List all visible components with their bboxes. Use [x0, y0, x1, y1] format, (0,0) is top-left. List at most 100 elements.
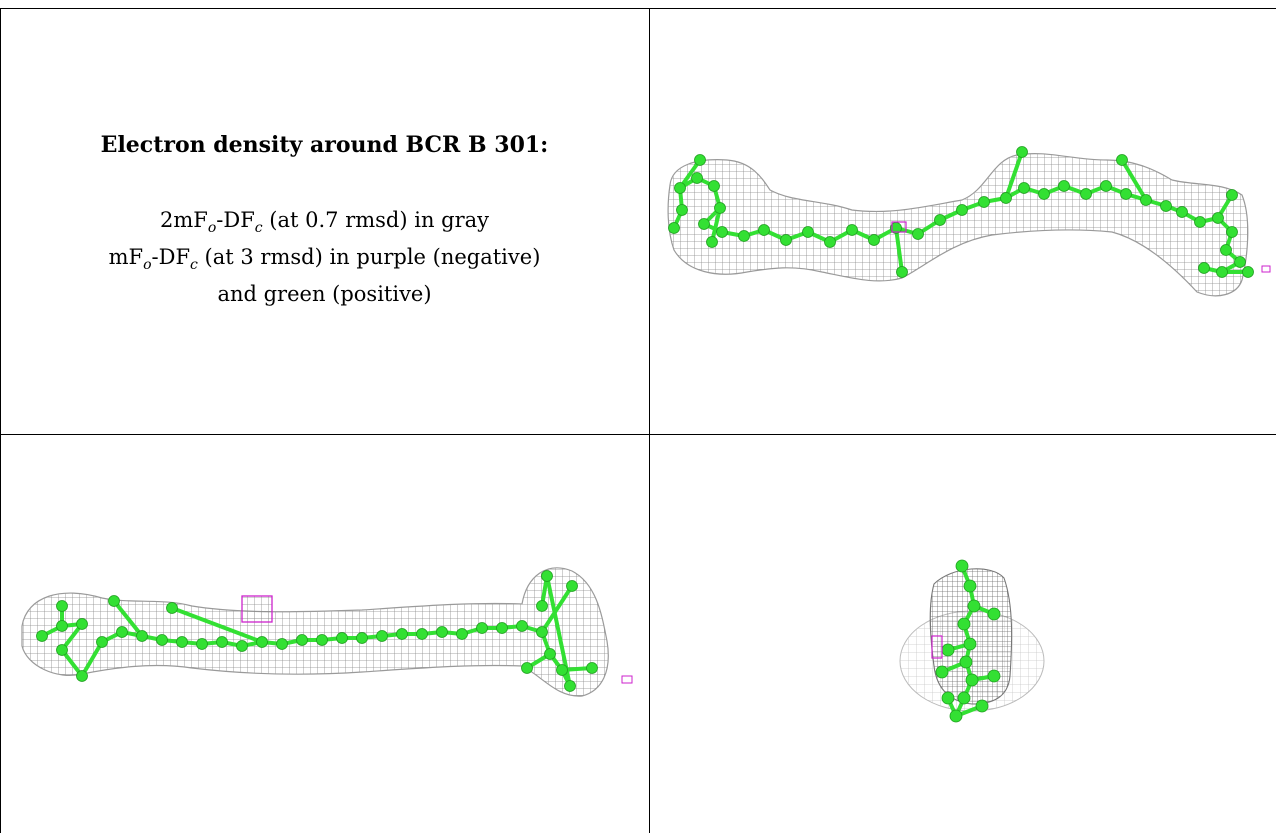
- atom: [957, 617, 971, 631]
- atom: [1212, 212, 1224, 224]
- atom: [1242, 266, 1254, 278]
- atom: [456, 628, 468, 640]
- bond: [80, 640, 104, 678]
- caption-line-mfo-dfc: mFo-DFc (at 3 rmsd) in purple (negative): [108, 245, 541, 274]
- atom: [156, 634, 168, 646]
- atom: [963, 637, 977, 651]
- negative-density-blob: [1261, 265, 1271, 273]
- atom: [846, 224, 858, 236]
- atom: [476, 622, 488, 634]
- atom: [949, 709, 963, 723]
- atom: [236, 640, 248, 652]
- atom: [541, 570, 553, 582]
- atom: [296, 634, 308, 646]
- atom: [36, 630, 48, 642]
- negative-density-blob: [931, 635, 943, 659]
- atom: [136, 630, 148, 642]
- bond: [1120, 158, 1148, 202]
- atom: [1176, 206, 1188, 218]
- atom: [706, 236, 718, 248]
- caption-line-2mfo-dfc: 2mFo-DFc (at 0.7 rmsd) in gray: [159, 208, 490, 237]
- molecule-model: [668, 146, 1254, 278]
- atom: [96, 636, 108, 648]
- bond: [1004, 150, 1024, 200]
- negative-density-blob: [241, 595, 273, 623]
- atom: [694, 154, 706, 166]
- negative-density-blob: [621, 675, 633, 684]
- atom: [176, 636, 188, 648]
- atom: [738, 230, 750, 242]
- atom: [76, 670, 88, 682]
- atom: [1100, 180, 1112, 192]
- atom: [376, 630, 388, 642]
- density-panel-side-view-1: [652, 10, 1274, 432]
- atom: [941, 643, 955, 657]
- atom: [166, 602, 178, 614]
- atom: [1234, 256, 1246, 268]
- atom: [436, 626, 448, 638]
- atom: [824, 236, 836, 248]
- atom: [708, 180, 720, 192]
- density-render-end-on-view: [899, 559, 1045, 723]
- atom: [1120, 188, 1132, 200]
- atom: [935, 665, 949, 679]
- table-divider-horizontal: [0, 434, 1276, 435]
- atom: [868, 234, 880, 246]
- atom: [276, 638, 288, 650]
- bond: [170, 606, 264, 644]
- atom: [802, 226, 814, 238]
- atom: [1160, 200, 1172, 212]
- caption-body: 2mFo-DFc (at 0.7 rmsd) in gray mFo-DFc (…: [0, 206, 649, 309]
- atom: [316, 634, 328, 646]
- atom: [956, 204, 968, 216]
- atom: [934, 214, 946, 226]
- atom: [356, 632, 368, 644]
- atom: [56, 644, 68, 656]
- atom: [336, 632, 348, 644]
- caption-cell: Electron density around BCR B 301: 2mFo-…: [0, 0, 649, 434]
- atom: [1058, 180, 1070, 192]
- atom: [1018, 182, 1030, 194]
- atom: [216, 636, 228, 648]
- density-panel-side-view-2: [2, 436, 648, 832]
- atom: [668, 222, 680, 234]
- density-render-side-view-1: [667, 146, 1271, 297]
- atom: [691, 172, 703, 184]
- atom: [416, 628, 428, 640]
- atom: [698, 218, 710, 230]
- atom: [975, 699, 989, 713]
- bond: [540, 584, 574, 634]
- atom: [674, 182, 686, 194]
- molecule-model: [935, 559, 1001, 723]
- atom: [566, 580, 578, 592]
- table-border-left: [0, 8, 1, 833]
- atom: [76, 618, 88, 630]
- bond: [112, 599, 144, 638]
- atom: [967, 599, 981, 613]
- atom: [564, 680, 576, 692]
- atom: [1116, 154, 1128, 166]
- atom: [1220, 244, 1232, 256]
- atom: [1000, 192, 1012, 204]
- atom: [544, 648, 556, 660]
- atom: [955, 559, 969, 573]
- atom: [780, 234, 792, 246]
- density-mesh: [21, 567, 609, 697]
- atom: [56, 620, 68, 632]
- atom: [536, 600, 548, 612]
- atom: [108, 595, 120, 607]
- atom: [56, 600, 68, 612]
- atom: [957, 691, 971, 705]
- caption-line-positive: and green (positive): [217, 282, 432, 307]
- molecule-model: [36, 570, 598, 692]
- bond: [894, 226, 904, 274]
- table-divider-vertical: [649, 8, 650, 833]
- atom: [1216, 266, 1228, 278]
- atom: [978, 196, 990, 208]
- atom: [256, 636, 268, 648]
- negative-density-blob: [891, 221, 907, 233]
- atom: [1038, 188, 1050, 200]
- atom: [586, 662, 598, 674]
- atom: [941, 691, 955, 705]
- atom: [396, 628, 408, 640]
